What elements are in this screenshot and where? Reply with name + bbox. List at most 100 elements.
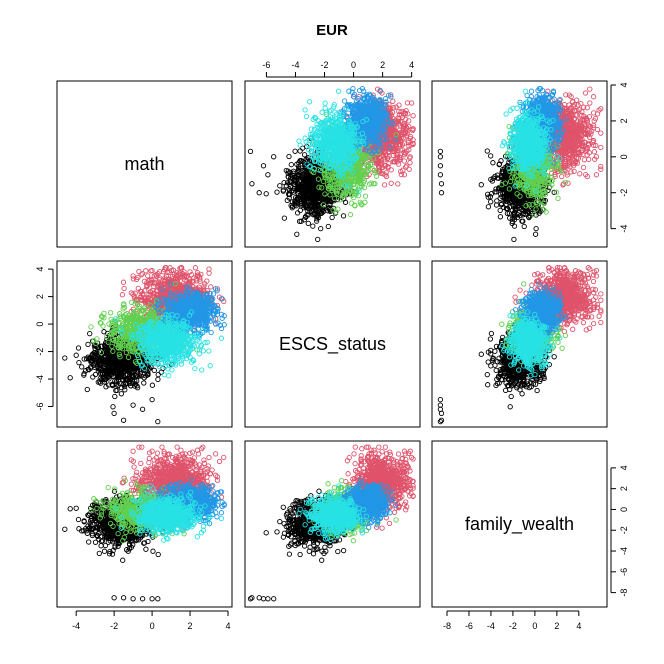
data-point [249, 181, 255, 187]
data-point [309, 202, 316, 208]
data-point [520, 193, 526, 199]
data-point [598, 130, 604, 136]
data-point [350, 85, 356, 92]
data-point [343, 105, 350, 111]
data-point [500, 204, 507, 210]
data-point [388, 94, 394, 100]
data-point [334, 190, 340, 196]
data-point [499, 169, 505, 175]
data-point [398, 168, 404, 175]
data-point [497, 214, 504, 220]
data-point [371, 138, 377, 145]
data-point [303, 183, 309, 190]
data-point [286, 153, 292, 160]
data-point [361, 164, 367, 170]
data-point [381, 105, 387, 111]
data-point [329, 174, 336, 180]
data-point [299, 145, 306, 151]
data-point [319, 142, 326, 148]
data-point [356, 172, 362, 178]
data-point [390, 152, 397, 158]
data-point [302, 107, 308, 113]
data-point [307, 202, 313, 208]
data-point [369, 111, 375, 117]
data-point [369, 166, 376, 172]
data-point [324, 132, 330, 138]
data-point [293, 200, 299, 206]
data-point [394, 159, 400, 165]
data-point [295, 186, 301, 192]
data-point [373, 173, 380, 179]
data-point [338, 120, 345, 126]
data-point [520, 210, 527, 217]
data-point [337, 184, 343, 190]
data-point [598, 166, 604, 172]
data-point [296, 160, 302, 166]
data-point [318, 210, 324, 217]
data-point [274, 189, 280, 195]
data-point [340, 108, 346, 114]
data-point [500, 190, 506, 197]
data-point [503, 202, 509, 209]
data-point [390, 98, 396, 104]
data-point [322, 175, 328, 181]
data-point [333, 145, 339, 152]
data-point [297, 148, 303, 154]
data-point [319, 157, 325, 164]
data-point [362, 199, 368, 205]
data-point [361, 88, 367, 94]
data-point [398, 108, 404, 115]
data-point [328, 127, 334, 133]
data-point [364, 169, 370, 175]
data-point [327, 164, 333, 170]
data-point [511, 212, 518, 218]
data-point [360, 118, 366, 125]
data-point [334, 184, 340, 190]
data-point [366, 153, 372, 160]
data-point [513, 205, 519, 211]
data-point [271, 154, 277, 160]
data-point [407, 154, 413, 160]
data-point [340, 173, 346, 180]
data-point [378, 108, 384, 114]
data-point [346, 88, 352, 94]
data-point [380, 124, 386, 130]
data-point [375, 108, 381, 115]
panel-frame [244, 80, 421, 248]
data-point [359, 130, 366, 136]
data-point [370, 122, 376, 128]
data-point [309, 207, 315, 214]
data-point [369, 119, 375, 125]
data-point [362, 193, 369, 199]
data-point [351, 91, 358, 98]
data-point [343, 159, 349, 165]
data-point [300, 172, 307, 178]
point-layer [437, 85, 604, 243]
data-point [347, 211, 354, 218]
data-point [395, 181, 401, 187]
data-point [295, 181, 301, 187]
data-point [319, 198, 326, 205]
data-point [303, 113, 310, 120]
panel-frame [431, 80, 608, 248]
data-point [338, 126, 344, 132]
data-point [334, 131, 341, 138]
data-point [395, 118, 401, 125]
data-point [319, 119, 325, 126]
data-point [315, 236, 321, 243]
data-point [310, 139, 316, 145]
data-point [571, 168, 577, 175]
data-point [342, 183, 348, 189]
data-point [326, 148, 332, 154]
data-point [337, 114, 343, 120]
data-point [382, 124, 389, 131]
data-point [341, 196, 347, 202]
data-point [532, 231, 539, 237]
data-point [584, 173, 590, 180]
data-point [298, 203, 304, 209]
data-point [347, 188, 353, 194]
data-point [489, 178, 496, 184]
data-point [342, 190, 348, 196]
data-point [350, 169, 356, 175]
data-point [496, 161, 503, 167]
